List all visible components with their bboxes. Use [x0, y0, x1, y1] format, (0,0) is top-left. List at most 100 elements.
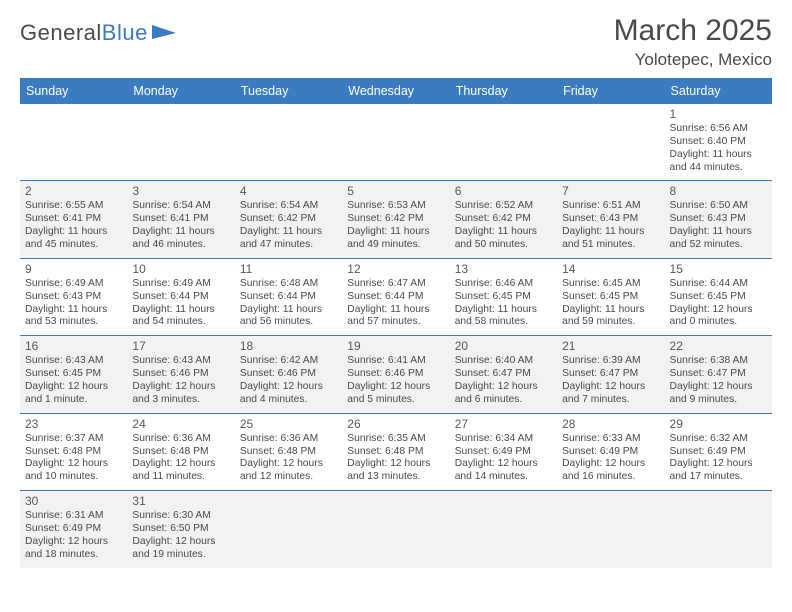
sunset-text: Sunset: 6:42 PM — [240, 213, 337, 226]
calendar-cell: 30Sunrise: 6:31 AMSunset: 6:49 PMDayligh… — [20, 491, 127, 568]
sunrise-text: Sunrise: 6:49 AM — [25, 278, 122, 291]
sunrise-text: Sunrise: 6:46 AM — [455, 278, 552, 291]
calendar-cell — [557, 104, 664, 181]
sunrise-text: Sunrise: 6:37 AM — [25, 433, 122, 446]
sunset-text: Sunset: 6:41 PM — [132, 213, 229, 226]
sunset-text: Sunset: 6:46 PM — [347, 368, 444, 381]
sunrise-text: Sunrise: 6:55 AM — [25, 200, 122, 213]
sunset-text: Sunset: 6:42 PM — [347, 213, 444, 226]
sunrise-text: Sunrise: 6:41 AM — [347, 355, 444, 368]
sunset-text: Sunset: 6:42 PM — [455, 213, 552, 226]
calendar-cell: 20Sunrise: 6:40 AMSunset: 6:47 PMDayligh… — [450, 336, 557, 413]
sunset-text: Sunset: 6:47 PM — [670, 368, 767, 381]
calendar-cell: 2Sunrise: 6:55 AMSunset: 6:41 PMDaylight… — [20, 181, 127, 258]
sunset-text: Sunset: 6:44 PM — [347, 291, 444, 304]
sunrise-text: Sunrise: 6:52 AM — [455, 200, 552, 213]
sunset-text: Sunset: 6:44 PM — [132, 291, 229, 304]
sunset-text: Sunset: 6:49 PM — [455, 446, 552, 459]
calendar-row: 16Sunrise: 6:43 AMSunset: 6:45 PMDayligh… — [20, 336, 772, 413]
sunset-text: Sunset: 6:43 PM — [25, 291, 122, 304]
day-number: 7 — [562, 184, 659, 199]
flag-icon — [152, 23, 178, 44]
calendar-cell: 4Sunrise: 6:54 AMSunset: 6:42 PMDaylight… — [235, 181, 342, 258]
weekday-header: Wednesday — [342, 78, 449, 104]
day-number: 15 — [670, 262, 767, 277]
sunset-text: Sunset: 6:45 PM — [455, 291, 552, 304]
calendar-cell: 29Sunrise: 6:32 AMSunset: 6:49 PMDayligh… — [665, 413, 772, 490]
calendar-cell: 17Sunrise: 6:43 AMSunset: 6:46 PMDayligh… — [127, 336, 234, 413]
calendar-cell — [450, 104, 557, 181]
calendar-cell: 21Sunrise: 6:39 AMSunset: 6:47 PMDayligh… — [557, 336, 664, 413]
sunset-text: Sunset: 6:43 PM — [562, 213, 659, 226]
calendar-cell: 5Sunrise: 6:53 AMSunset: 6:42 PMDaylight… — [342, 181, 449, 258]
weekday-header: Monday — [127, 78, 234, 104]
day-number: 4 — [240, 184, 337, 199]
calendar-cell: 7Sunrise: 6:51 AMSunset: 6:43 PMDaylight… — [557, 181, 664, 258]
day-number: 13 — [455, 262, 552, 277]
daylight-text: Daylight: 12 hours and 17 minutes. — [670, 458, 767, 484]
month-title: March 2025 — [614, 14, 772, 48]
daylight-text: Daylight: 11 hours and 52 minutes. — [670, 226, 767, 252]
day-number: 16 — [25, 339, 122, 354]
calendar-cell: 31Sunrise: 6:30 AMSunset: 6:50 PMDayligh… — [127, 491, 234, 568]
sunrise-text: Sunrise: 6:43 AM — [25, 355, 122, 368]
calendar-cell: 15Sunrise: 6:44 AMSunset: 6:45 PMDayligh… — [665, 258, 772, 335]
sunrise-text: Sunrise: 6:54 AM — [240, 200, 337, 213]
day-number: 11 — [240, 262, 337, 277]
sunset-text: Sunset: 6:44 PM — [240, 291, 337, 304]
sunrise-text: Sunrise: 6:48 AM — [240, 278, 337, 291]
daylight-text: Daylight: 11 hours and 53 minutes. — [25, 304, 122, 330]
sunset-text: Sunset: 6:46 PM — [240, 368, 337, 381]
calendar-cell: 1Sunrise: 6:56 AMSunset: 6:40 PMDaylight… — [665, 104, 772, 181]
calendar-cell: 16Sunrise: 6:43 AMSunset: 6:45 PMDayligh… — [20, 336, 127, 413]
sunrise-text: Sunrise: 6:35 AM — [347, 433, 444, 446]
sunrise-text: Sunrise: 6:56 AM — [670, 123, 767, 136]
calendar-row: 2Sunrise: 6:55 AMSunset: 6:41 PMDaylight… — [20, 181, 772, 258]
sunrise-text: Sunrise: 6:53 AM — [347, 200, 444, 213]
day-number: 23 — [25, 417, 122, 432]
calendar-cell — [20, 104, 127, 181]
day-number: 20 — [455, 339, 552, 354]
calendar-cell: 27Sunrise: 6:34 AMSunset: 6:49 PMDayligh… — [450, 413, 557, 490]
calendar-cell: 12Sunrise: 6:47 AMSunset: 6:44 PMDayligh… — [342, 258, 449, 335]
daylight-text: Daylight: 11 hours and 45 minutes. — [25, 226, 122, 252]
calendar-cell: 3Sunrise: 6:54 AMSunset: 6:41 PMDaylight… — [127, 181, 234, 258]
sunrise-text: Sunrise: 6:54 AM — [132, 200, 229, 213]
calendar-cell — [235, 104, 342, 181]
daylight-text: Daylight: 12 hours and 5 minutes. — [347, 381, 444, 407]
weekday-header: Saturday — [665, 78, 772, 104]
sunrise-text: Sunrise: 6:36 AM — [240, 433, 337, 446]
sunset-text: Sunset: 6:47 PM — [455, 368, 552, 381]
day-number: 17 — [132, 339, 229, 354]
weekday-header: Sunday — [20, 78, 127, 104]
calendar-row: 9Sunrise: 6:49 AMSunset: 6:43 PMDaylight… — [20, 258, 772, 335]
calendar-cell: 25Sunrise: 6:36 AMSunset: 6:48 PMDayligh… — [235, 413, 342, 490]
sunset-text: Sunset: 6:43 PM — [670, 213, 767, 226]
daylight-text: Daylight: 12 hours and 9 minutes. — [670, 381, 767, 407]
day-number: 30 — [25, 494, 122, 509]
sunrise-text: Sunrise: 6:44 AM — [670, 278, 767, 291]
sunset-text: Sunset: 6:50 PM — [132, 523, 229, 536]
day-number: 18 — [240, 339, 337, 354]
day-number: 8 — [670, 184, 767, 199]
logo: GeneralBlue — [20, 20, 178, 46]
day-number: 9 — [25, 262, 122, 277]
day-number: 12 — [347, 262, 444, 277]
daylight-text: Daylight: 11 hours and 50 minutes. — [455, 226, 552, 252]
sunset-text: Sunset: 6:48 PM — [132, 446, 229, 459]
daylight-text: Daylight: 12 hours and 10 minutes. — [25, 458, 122, 484]
day-number: 29 — [670, 417, 767, 432]
day-number: 27 — [455, 417, 552, 432]
sunset-text: Sunset: 6:49 PM — [25, 523, 122, 536]
sunrise-text: Sunrise: 6:33 AM — [562, 433, 659, 446]
daylight-text: Daylight: 12 hours and 13 minutes. — [347, 458, 444, 484]
sunset-text: Sunset: 6:47 PM — [562, 368, 659, 381]
sunrise-text: Sunrise: 6:49 AM — [132, 278, 229, 291]
daylight-text: Daylight: 12 hours and 1 minute. — [25, 381, 122, 407]
calendar-cell: 24Sunrise: 6:36 AMSunset: 6:48 PMDayligh… — [127, 413, 234, 490]
sunset-text: Sunset: 6:48 PM — [240, 446, 337, 459]
logo-text-blue: Blue — [102, 20, 148, 46]
sunrise-text: Sunrise: 6:45 AM — [562, 278, 659, 291]
calendar-cell — [450, 491, 557, 568]
sunset-text: Sunset: 6:40 PM — [670, 136, 767, 149]
